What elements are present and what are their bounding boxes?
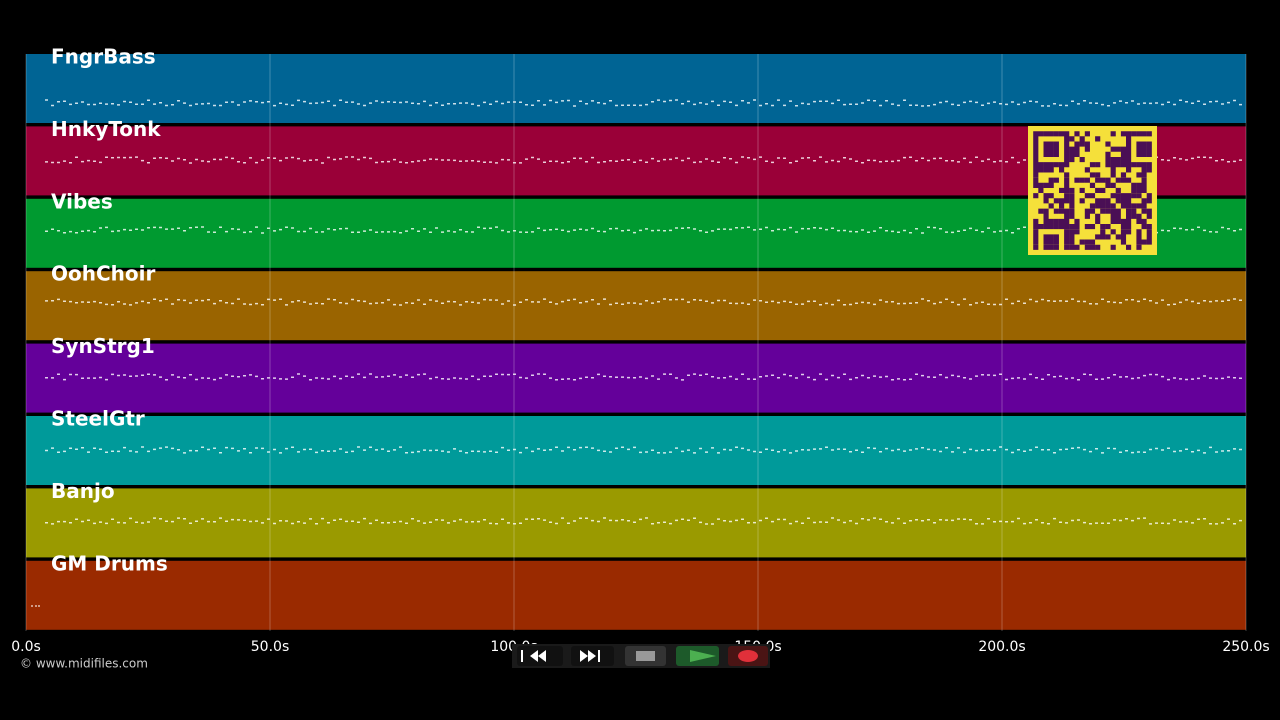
tracks: FngrBass HnkyTonk Vibes OohChoir SynStrg1 Ste…: [26, 45, 1246, 630]
time-tick-label: 250.0s: [1222, 639, 1269, 655]
track-name: GM Drums: [51, 551, 168, 575]
copyright: © www.midifiles.com: [20, 657, 148, 671]
qr-modules: [1033, 131, 1152, 250]
track-name: FngrBass: [51, 45, 156, 69]
track-name: OohChoir: [51, 262, 155, 286]
play-icon: [690, 650, 716, 662]
track-name: Banjo: [51, 479, 115, 503]
note-marks: [45, 517, 1242, 525]
track-lane: [26, 271, 1246, 341]
track-lane: [26, 560, 1246, 630]
stop-icon: [636, 651, 655, 661]
track-name: Vibes: [51, 189, 113, 213]
note-marks: [45, 298, 1242, 306]
note-marks: [45, 446, 1242, 454]
track-name: SynStrg1: [51, 334, 155, 358]
forward-icon: [580, 650, 600, 662]
grid: [25, 54, 1247, 631]
track-name: HnkyTonk: [51, 117, 161, 141]
time-tick-label: 200.0s: [978, 639, 1025, 655]
transport: [512, 644, 770, 668]
track-name: SteelGtr: [51, 407, 145, 431]
track-lane: [26, 54, 1246, 123]
time-tick-label: 0.0s: [11, 639, 41, 655]
track-lane: [26, 416, 1246, 485]
note-marks: [45, 373, 1242, 381]
rewind-icon: [521, 650, 546, 662]
record-icon: [738, 650, 758, 662]
note-marks: [45, 99, 1242, 107]
time-tick-label: 50.0s: [251, 639, 289, 655]
qr-code: [1028, 126, 1157, 255]
